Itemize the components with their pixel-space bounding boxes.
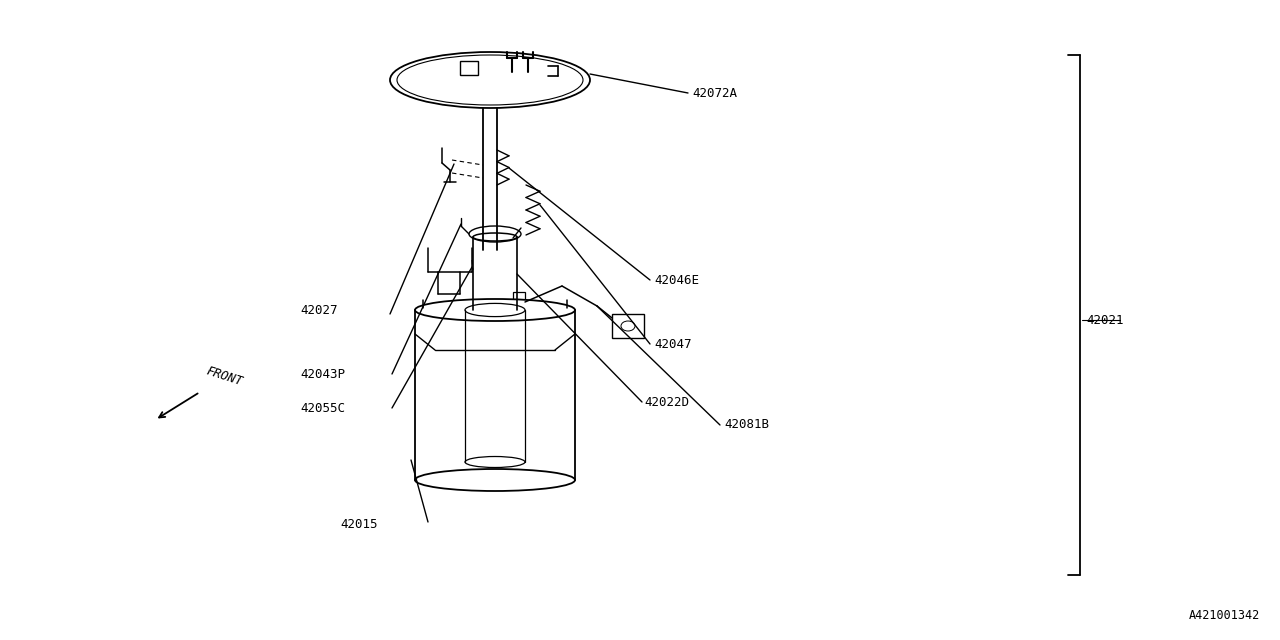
Text: 42072A: 42072A bbox=[692, 86, 737, 99]
Text: 42015: 42015 bbox=[340, 518, 378, 531]
Ellipse shape bbox=[465, 303, 525, 317]
Text: 42046E: 42046E bbox=[654, 273, 699, 287]
Text: 42027: 42027 bbox=[300, 303, 338, 317]
Ellipse shape bbox=[474, 233, 517, 241]
Text: A421001342: A421001342 bbox=[1189, 609, 1260, 622]
Text: 42047: 42047 bbox=[654, 337, 691, 351]
Text: 42055C: 42055C bbox=[300, 401, 346, 415]
Bar bbox=[612, 314, 644, 338]
Text: 42022D: 42022D bbox=[644, 396, 689, 408]
Text: 42043P: 42043P bbox=[300, 367, 346, 381]
Text: FRONT: FRONT bbox=[205, 364, 244, 388]
Text: 42081B: 42081B bbox=[724, 419, 769, 431]
Bar bbox=[460, 61, 477, 75]
Bar bbox=[513, 292, 525, 312]
Text: 42021: 42021 bbox=[1085, 314, 1124, 326]
Ellipse shape bbox=[415, 299, 575, 321]
